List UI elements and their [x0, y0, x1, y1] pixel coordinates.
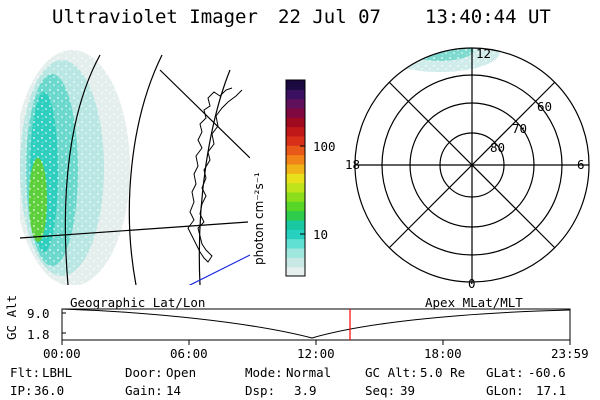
time-label: 13:40:44 UT	[425, 6, 551, 28]
info-glat-value: -60.6	[528, 365, 566, 380]
colorbar-segment	[286, 192, 305, 202]
polar-diag-2	[388, 81, 556, 249]
timeline-ytick-label-1-8: 1.8	[27, 327, 50, 342]
colorbar-segment	[286, 229, 305, 240]
info-mode-label: Mode:	[245, 365, 283, 380]
info-seq-label: Seq:	[365, 383, 396, 398]
info-ip-value: 36.0	[34, 383, 65, 398]
lon-line	[20, 221, 249, 239]
colorbar-segment	[286, 126, 305, 137]
date-label: 22 Jul 07	[278, 6, 381, 28]
info-seq-value: 39	[400, 383, 416, 398]
info-glat-label: GLat:	[486, 365, 524, 380]
lat-arc-1	[64, 54, 101, 285]
info-dsp-value: 3.9	[294, 383, 317, 398]
terminator-line	[188, 254, 250, 285]
timeline-xtick-label-2359: 23:59	[551, 346, 589, 361]
colorbar-segment	[286, 154, 305, 165]
lat-arc-2	[128, 54, 163, 285]
polar-label-60: 60	[537, 99, 553, 114]
polar-plot	[354, 47, 590, 283]
colorbar-segment	[286, 136, 305, 146]
coastline	[187, 87, 243, 263]
colorbar-tick-label-10: 10	[313, 227, 329, 242]
colorbar-frame	[285, 79, 306, 277]
colorbar-segment	[286, 201, 305, 212]
info-flt-value: LBHL	[42, 365, 73, 380]
info-door-value: Open	[166, 365, 197, 380]
timeline-y-label: GC Alt	[4, 294, 19, 340]
altitude-curve	[61, 308, 571, 339]
aurora-texture	[20, 50, 130, 285]
polar-label-12: 12	[476, 46, 492, 61]
polar-label-80: 80	[490, 140, 506, 155]
colorbar-segment	[286, 257, 305, 268]
polar-label-0: 0	[468, 276, 476, 291]
info-ip-label: IP:	[10, 383, 33, 398]
polar-label-6: 6	[577, 157, 585, 172]
app-title: Ultraviolet Imager	[52, 6, 258, 28]
info-mode-value: Normal	[286, 365, 332, 380]
timeline-ytick-label-9: 9.0	[27, 306, 50, 321]
colorbar	[286, 80, 305, 277]
info-dsp-label: Dsp:	[245, 383, 276, 398]
colorbar-segment	[286, 173, 305, 184]
colorbar-segment	[286, 80, 305, 90]
lat-arc-3	[198, 69, 231, 285]
timeline-xtick-label-0000: 00:00	[43, 346, 81, 361]
timeline-left-caption: Geographic Lat/Lon	[70, 295, 206, 310]
colorbar-unit-label: photon cm⁻²s⁻¹	[252, 172, 266, 265]
info-gain-label: Gain:	[125, 383, 163, 398]
info-flt-label: Flt:	[10, 365, 41, 380]
colorbar-segment	[286, 145, 305, 156]
colorbar-segment	[286, 220, 305, 230]
colorbar-segment	[286, 210, 305, 221]
colorbar-segment	[286, 182, 305, 193]
colorbar-tick-label-100: 100	[313, 139, 336, 154]
colorbar-segment	[286, 266, 305, 277]
info-door-label: Door:	[125, 365, 163, 380]
info-gcalt-label: GC Alt:	[365, 365, 418, 380]
colorbar-segment	[286, 248, 305, 258]
timeline-xtick-label-1800: 18:00	[424, 346, 462, 361]
timeline-right-caption: Apex MLat/MLT	[425, 295, 523, 310]
info-glon-label: GLon:	[486, 383, 524, 398]
geographic-view	[20, 50, 250, 285]
colorbar-segment	[286, 238, 305, 249]
colorbar-segment	[286, 108, 305, 118]
polar-label-70: 70	[512, 121, 528, 136]
info-gcalt-value: 5.0 Re	[420, 365, 466, 380]
timeline-xtick-label-1200: 12:00	[297, 346, 335, 361]
colorbar-segment	[286, 117, 305, 128]
polar-label-18: 18	[345, 157, 361, 172]
colorbar-segment	[286, 98, 305, 109]
info-gain-value: 14	[166, 383, 182, 398]
timeline-xtick-label-0600: 06:00	[170, 346, 208, 361]
colorbar-segment	[286, 164, 305, 174]
colorbar-segment	[286, 89, 305, 100]
info-glon-value: 17.1	[536, 383, 567, 398]
